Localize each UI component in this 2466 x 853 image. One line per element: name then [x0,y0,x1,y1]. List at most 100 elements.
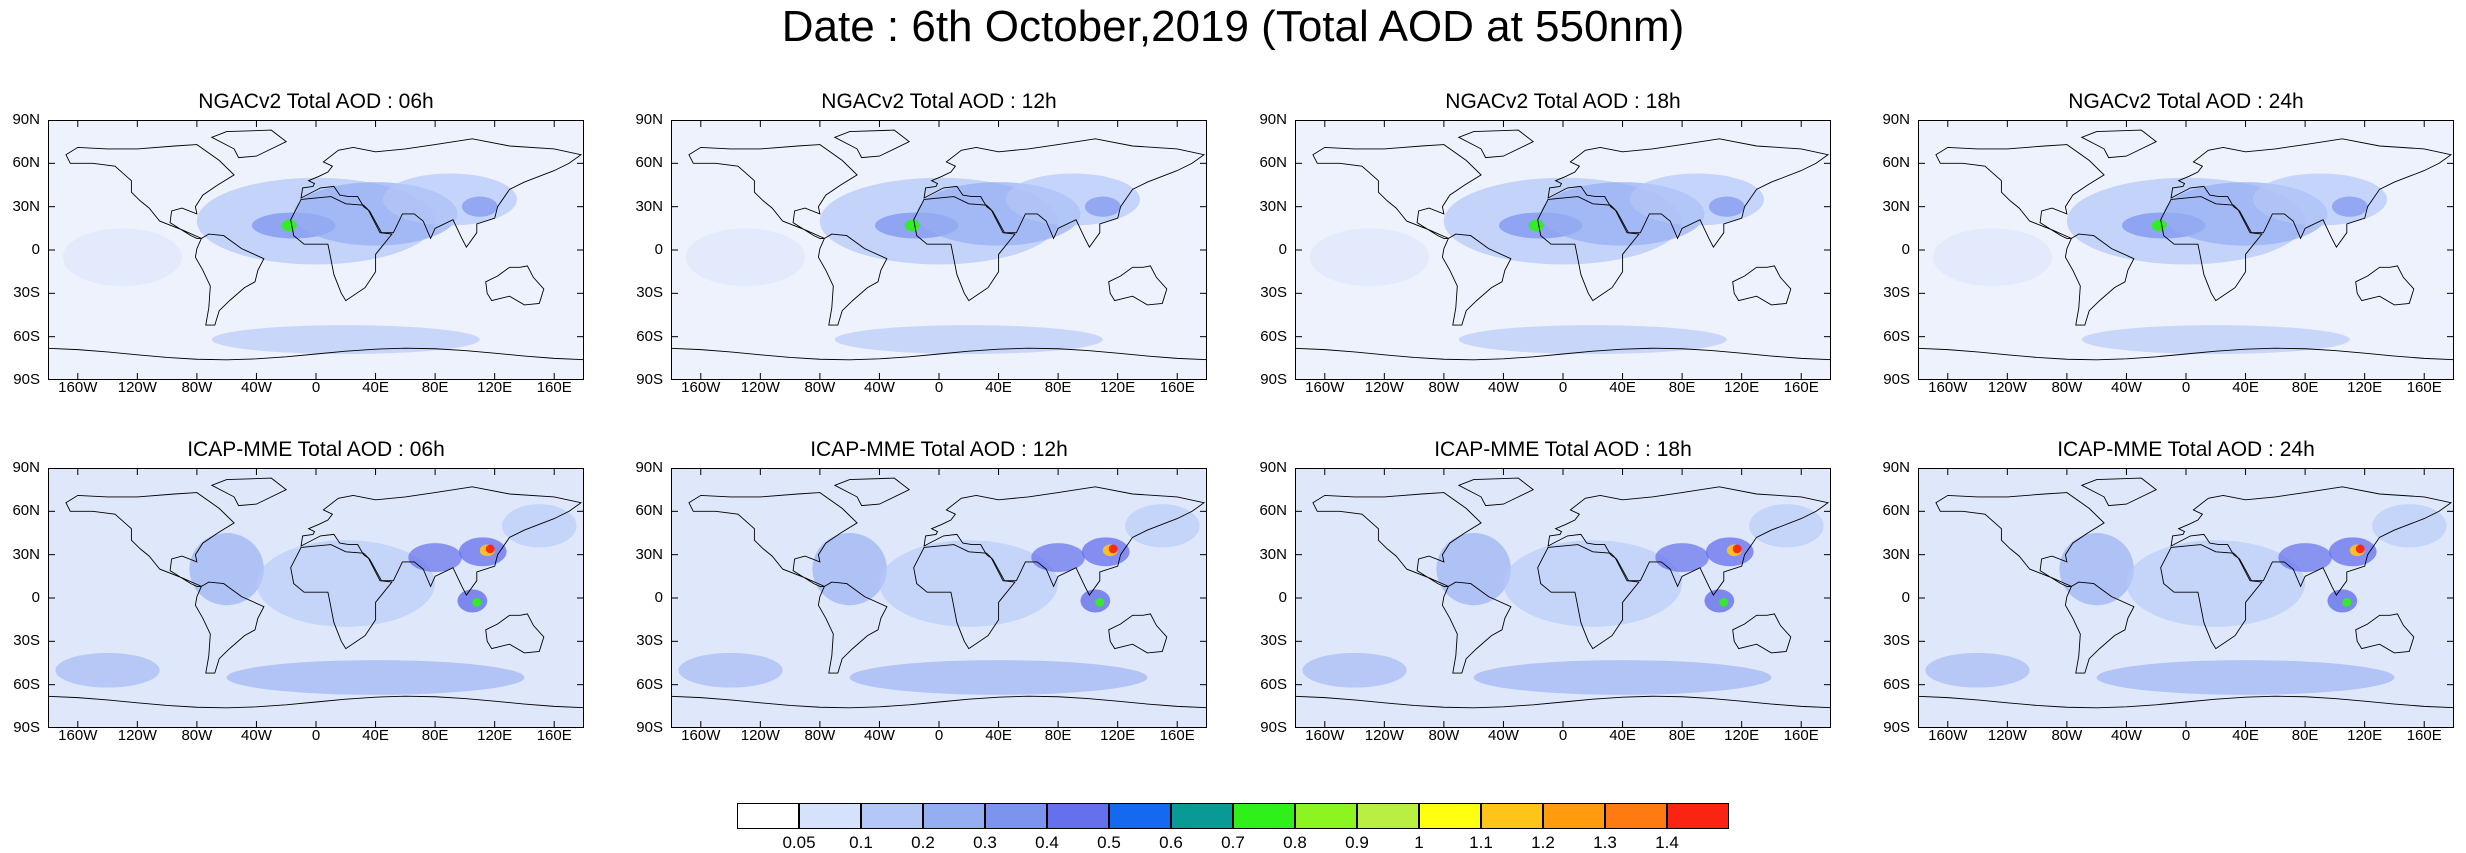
colorbar-swatch [1047,803,1109,829]
lon-tick-label: 160E [1159,727,1195,744]
lat-tick-label: 90S [1260,719,1287,736]
aod-field [1749,504,1824,548]
lon-tick-label: 80W [181,727,213,744]
lat-tick-label: 60S [13,327,40,345]
lat-tick-label: 30N [1882,545,1910,563]
lat-tick-label: 60S [13,675,40,693]
aod-field [849,660,1148,695]
lon-tick-label: 120E [1100,727,1136,744]
lat-tick-label: 0 [1901,241,1910,258]
lat-tick-label: 30S [636,284,663,302]
map-panel-6: ICAP-MME Total AOD : 12h 90N 60N 30N 0 30S 60S… [623,438,1207,778]
lon-tick-label: 160E [2406,727,2442,744]
aod-field [281,219,297,232]
coastline [1108,613,1168,654]
lon-tick-label: 40E [362,379,389,396]
lon-tick-label: 120W [1364,727,1404,744]
lon-tick-label: 80E [421,727,449,744]
aod-field [62,228,182,287]
colorbar-swatch [861,803,923,829]
aod-field [1630,173,1764,226]
aod-field [2096,660,2395,695]
aod-field [256,540,436,627]
aod-field [55,652,160,688]
colorbar-swatch [1667,803,1729,829]
lat-tick-label: 90S [1883,371,1910,388]
lon-tick-label: 0 [2181,379,2191,396]
coastline [1457,477,1535,507]
lat-tick-label: 90N [1882,111,1910,128]
aod-field [1503,540,1683,627]
lon-tick-label: 80E [1668,379,1696,396]
lon-tick-label: 40E [1609,727,1636,744]
colorbar-swatch [1171,803,1233,829]
colorbar-swatch [1605,803,1667,829]
antarctica-coastline [48,347,584,361]
lon-tick-label: 40E [2232,379,2259,396]
coastline [2355,265,2415,306]
panel-title: ICAP-MME Total AOD : 24h [2057,438,2315,461]
aod-field [502,504,577,548]
lon-tick-label: 120W [1364,379,1404,396]
aod-map [48,468,584,728]
aod-map [1295,120,1831,380]
lon-tick-label: 80E [2291,379,2319,396]
lon-tick-label: 40E [2232,727,2259,744]
lon-tick-label: 120W [1987,379,2027,396]
colorbar-swatch [1295,803,1357,829]
lat-tick-label: 0 [1901,589,1910,606]
coastline [2064,581,2135,674]
lon-tick-label: 160E [536,727,572,744]
coastline [817,233,888,326]
aod-field [226,660,525,695]
antarctica-coastline [1918,695,2454,709]
page-title: Date : 6th October,2019 (Total AOD at 55… [781,2,1685,51]
colorbar-label: 0.3 [973,833,997,852]
colorbar-swatch [1419,803,1481,829]
aod-field [2126,540,2306,627]
lat-tick-label: 90S [1883,719,1910,736]
lon-tick-label: 0 [311,727,321,744]
lon-tick-label: 120E [2347,727,2383,744]
colorbar [737,803,1729,831]
aod-field [485,544,495,554]
coastline [688,492,858,587]
antarctica-coastline [1295,695,1831,709]
coastline [1537,196,1640,302]
coastline [1732,265,1792,306]
lat-tick-label: 60S [636,327,663,345]
lat-tick-label: 0 [654,241,663,258]
aod-field [1080,589,1111,613]
lat-tick-label: 30S [13,284,40,302]
coastline [210,477,288,507]
lon-tick-label: 120W [117,727,157,744]
colorbar-swatch [923,803,985,829]
lat-tick-label: 60N [12,502,40,520]
colorbar-label: 0.7 [1221,833,1245,852]
colorbar-swatch [799,803,861,829]
panel-title: NGACv2 Total AOD : 24h [2068,90,2304,113]
lat-tick-label: 60S [1883,675,1910,693]
lat-tick-label: 30N [1259,197,1287,215]
lat-tick-label: 60N [635,502,663,520]
aod-field [189,533,264,606]
panel-title: ICAP-MME Total AOD : 06h [187,438,445,461]
coastline [688,144,858,239]
lon-tick-label: 40W [241,727,272,744]
lon-tick-label: 40E [362,727,389,744]
colorbar-label: 1.3 [1593,833,1617,852]
coastline [194,581,265,674]
aod-field [1473,660,1772,695]
colorbar-swatch [1481,803,1543,829]
lat-tick-label: 30S [1883,632,1910,650]
coastline [210,129,288,159]
lon-tick-label: 80W [2051,379,2083,396]
coastline [1441,233,1512,326]
colorbar-label: 0.8 [1283,833,1307,852]
antarctica-coastline [1295,347,1831,361]
lat-tick-label: 90S [636,719,663,736]
lat-tick-label: 90N [1259,459,1287,476]
lat-tick-label: 60N [1882,154,1910,172]
colorbar-swatch [1109,803,1171,829]
lat-tick-label: 90S [636,371,663,388]
